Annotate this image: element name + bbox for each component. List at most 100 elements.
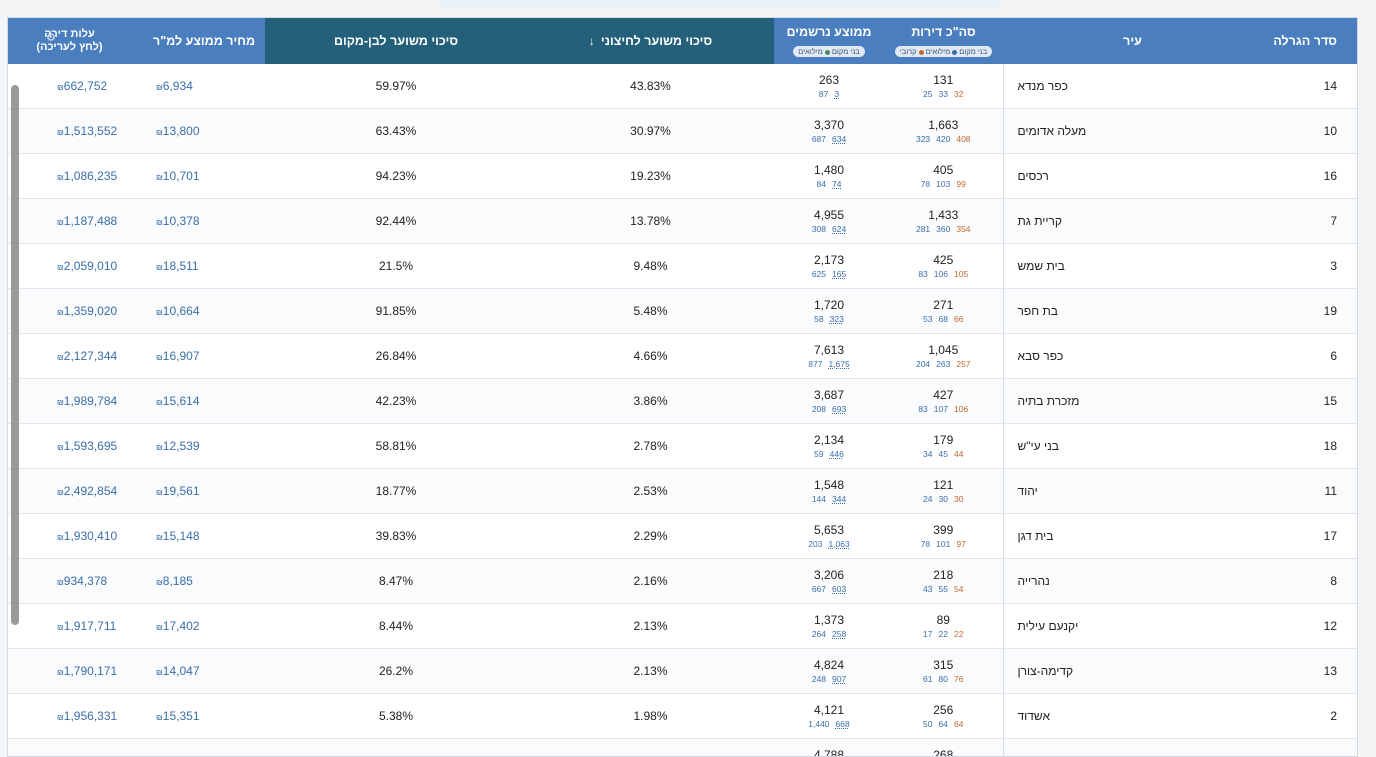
cell-cost[interactable]: ₪1,956,331 <box>8 694 131 739</box>
col-header-outsider-chance[interactable]: סיכוי משוער לחיצוני↓ <box>527 18 774 64</box>
col-header-city[interactable]: עיר <box>1003 18 1232 64</box>
cost-value: 2,492,854 <box>64 484 117 498</box>
total-local: 78 <box>921 539 930 549</box>
registered-value: 7,613 <box>774 343 884 357</box>
total-local: 25 <box>923 89 932 99</box>
cell-local-chance: 26.84% <box>265 334 527 379</box>
cell-rank: 8 <box>1232 559 1357 604</box>
shekel-icon: ₪ <box>57 83 64 92</box>
sort-down-icon[interactable]: ↓ <box>589 34 595 48</box>
total-value: 256 <box>884 703 1003 717</box>
cell-cost[interactable]: ₪934,378 <box>8 559 131 604</box>
cell-cost[interactable]: ₪1,930,410 <box>8 514 131 559</box>
table-row[interactable]: 268 4,788 <box>8 739 1357 757</box>
cell-cost[interactable]: ₪1,513,552 <box>8 109 131 154</box>
cell-cost[interactable]: ₪662,752 <box>8 64 131 109</box>
cell-rank: 19 <box>1232 289 1357 334</box>
cell-total: 268 <box>884 739 1003 757</box>
cell-outsider-chance: 2.13% <box>527 604 774 649</box>
cell-cost[interactable]: ₪1,187,488 <box>8 199 131 244</box>
cell-cost[interactable]: ₪2,127,344 <box>8 334 131 379</box>
cell-cost[interactable] <box>8 739 131 757</box>
cell-cost[interactable]: ₪1,989,784 <box>8 379 131 424</box>
price-value: 15,614 <box>163 394 200 408</box>
cell-cost[interactable]: ₪1,086,235 <box>8 154 131 199</box>
col-header-total[interactable]: סה"כ דירות בני מקוםמילואיםקרובי <box>884 18 1003 64</box>
registered-reserve: 308 <box>812 224 826 234</box>
col-header-registered[interactable]: ממוצע נרשמים בני מקוםמילואים <box>774 18 884 64</box>
legend-dot-green <box>825 50 830 55</box>
registered-value: 263 <box>774 73 884 87</box>
cell-local-chance: 21.5% <box>265 244 527 289</box>
total-local: 281 <box>916 224 930 234</box>
shekel-icon: ₪ <box>156 353 163 362</box>
gear-icon[interactable]: ⚙ <box>46 32 56 45</box>
cell-city: בית דגן <box>1003 514 1232 559</box>
cell-city: בית שמש <box>1003 244 1232 289</box>
cell-cost[interactable]: ₪1,359,020 <box>8 289 131 334</box>
scrollbar[interactable] <box>11 85 19 625</box>
total-value: 218 <box>884 568 1003 582</box>
cell-outsider-chance: 2.78% <box>527 424 774 469</box>
cell-cost[interactable]: ₪2,059,010 <box>8 244 131 289</box>
cell-local-chance: 59.97% <box>265 64 527 109</box>
cell-city: יקנעם עילית <box>1003 604 1232 649</box>
cell-cost[interactable]: ₪1,790,171 <box>8 649 131 694</box>
col-header-local-chance[interactable]: סיכוי משוער לבן-מקום <box>265 18 527 64</box>
total-value: 399 <box>884 523 1003 537</box>
shekel-icon: ₪ <box>156 713 163 722</box>
price-value: 12,539 <box>163 439 200 453</box>
col-header-rank[interactable]: סדר הגרלה <box>1232 18 1357 64</box>
cell-price: ₪10,378 <box>131 199 265 244</box>
cell-cost[interactable]: ₪1,917,711 <box>8 604 131 649</box>
total-relative: 30 <box>954 494 963 504</box>
cell-rank: 3 <box>1232 244 1357 289</box>
registered-local: 446 <box>830 449 844 459</box>
cell-rank: 11 <box>1232 469 1357 514</box>
cell-rank: 18 <box>1232 424 1357 469</box>
cell-price: ₪10,701 <box>131 154 265 199</box>
price-value: 10,378 <box>163 214 200 228</box>
cost-value: 1,917,711 <box>64 619 117 633</box>
cell-price: ₪8,185 <box>131 559 265 604</box>
cell-registered: 4,788 <box>774 739 884 757</box>
total-relative: 22 <box>954 629 963 639</box>
cell-local-chance: 63.43% <box>265 109 527 154</box>
cell-cost[interactable]: ₪2,492,854 <box>8 469 131 514</box>
registered-reserve: 203 <box>808 539 822 549</box>
cell-rank: 14 <box>1232 64 1357 109</box>
cost-value: 1,187,488 <box>64 214 117 228</box>
registered-reserve: 208 <box>812 404 826 414</box>
col-header-cost[interactable]: עלות דירה (לחץ לעריכה) ⚙ <box>8 18 131 64</box>
cell-city: קדימה-צורן <box>1003 649 1232 694</box>
cell-rank: 6 <box>1232 334 1357 379</box>
cell-cost[interactable]: ₪1,593,695 <box>8 424 131 469</box>
col-header-price[interactable]: מחיר ממוצע למ"ר <box>131 18 265 64</box>
cell-city: מזכרת בתיה <box>1003 379 1232 424</box>
price-value: 16,907 <box>163 349 200 363</box>
